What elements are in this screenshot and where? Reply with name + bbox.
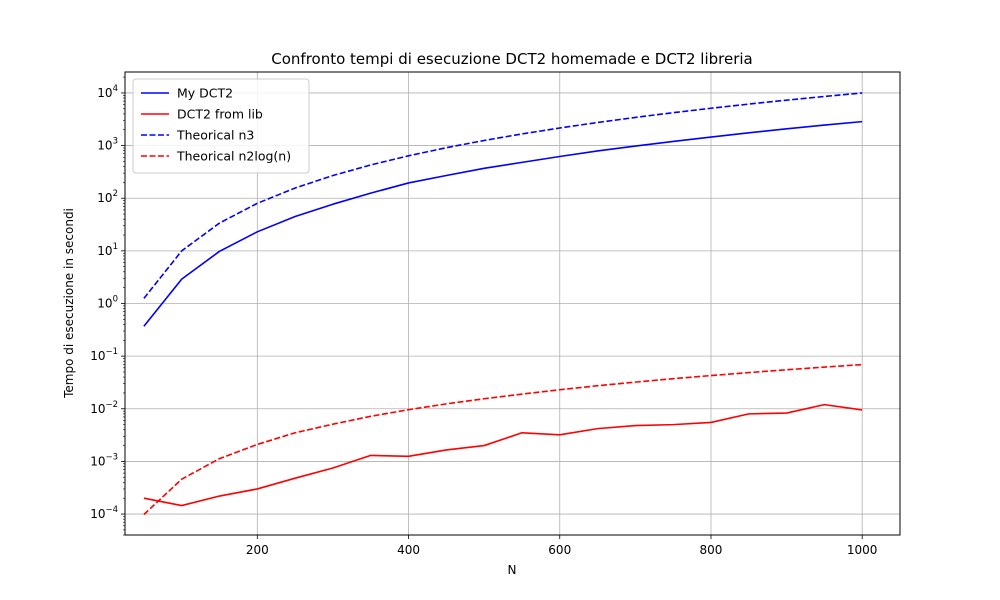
- x-tick-label: 800: [700, 543, 723, 557]
- series-lines: [143, 92, 863, 516]
- series-line-2: [143, 403, 863, 507]
- grid: [125, 72, 900, 535]
- y-tick-base: 10: [90, 507, 105, 521]
- y-tick-base: 10: [97, 244, 112, 258]
- y-tick-exponent: −4: [105, 505, 118, 515]
- x-axis-title: N: [508, 563, 517, 577]
- y-tick-label: 10−3: [90, 452, 118, 468]
- y-tick-base: 10: [97, 86, 112, 100]
- y-axis-title: Tempo di esecuzione in secondi: [62, 208, 76, 399]
- legend-label: My DCT2: [177, 86, 233, 101]
- y-tick-exponent: 1: [113, 242, 118, 252]
- legend-label: Theorical n2log(n): [176, 149, 291, 164]
- y-tick-label: 103: [97, 137, 118, 153]
- x-tick-label: 600: [548, 543, 571, 557]
- y-tick-base: 10: [90, 454, 105, 468]
- y-tick-exponent: −3: [105, 452, 118, 462]
- y-tick-exponent: −2: [105, 400, 118, 410]
- y-tick-base: 10: [90, 402, 105, 416]
- x-tick-label: 200: [246, 543, 269, 557]
- y-tick-label: 100: [97, 295, 118, 311]
- series-line-3: [143, 92, 863, 299]
- chart-title: Confronto tempi di esecuzione DCT2 homem…: [271, 50, 752, 68]
- legend-box: [132, 78, 310, 174]
- y-tick-label: 104: [97, 84, 118, 100]
- y-tick-base: 10: [97, 139, 112, 153]
- y-tick-label: 10−1: [90, 347, 118, 363]
- legend-label: DCT2 from lib: [177, 107, 263, 122]
- y-tick-exponent: 0: [113, 295, 118, 305]
- y-tick-exponent: 4: [113, 84, 118, 94]
- legend-label: Theorical n3: [176, 128, 254, 143]
- y-tick-exponent: 3: [113, 137, 118, 147]
- series-line-4: [143, 363, 863, 516]
- legend: My DCT2 DCT2 from lib Theorical n3 Theorica…: [132, 78, 310, 174]
- y-tick-exponent: 2: [113, 189, 118, 199]
- series-line-1: [143, 120, 863, 327]
- y-tick-base: 10: [90, 349, 105, 363]
- axis-ticks: 200 400 600 800 100010−410−310−210−110010110…: [90, 76, 878, 557]
- y-tick-label: 10−2: [90, 400, 118, 416]
- y-tick-exponent: −1: [105, 347, 118, 357]
- y-tick-label: 10−4: [90, 505, 118, 521]
- y-tick-base: 10: [97, 297, 112, 311]
- y-tick-label: 101: [97, 242, 118, 258]
- y-tick-base: 10: [97, 191, 112, 205]
- y-tick-label: 102: [97, 189, 118, 205]
- x-tick-label: 400: [397, 543, 420, 557]
- x-tick-label: 1000: [847, 543, 878, 557]
